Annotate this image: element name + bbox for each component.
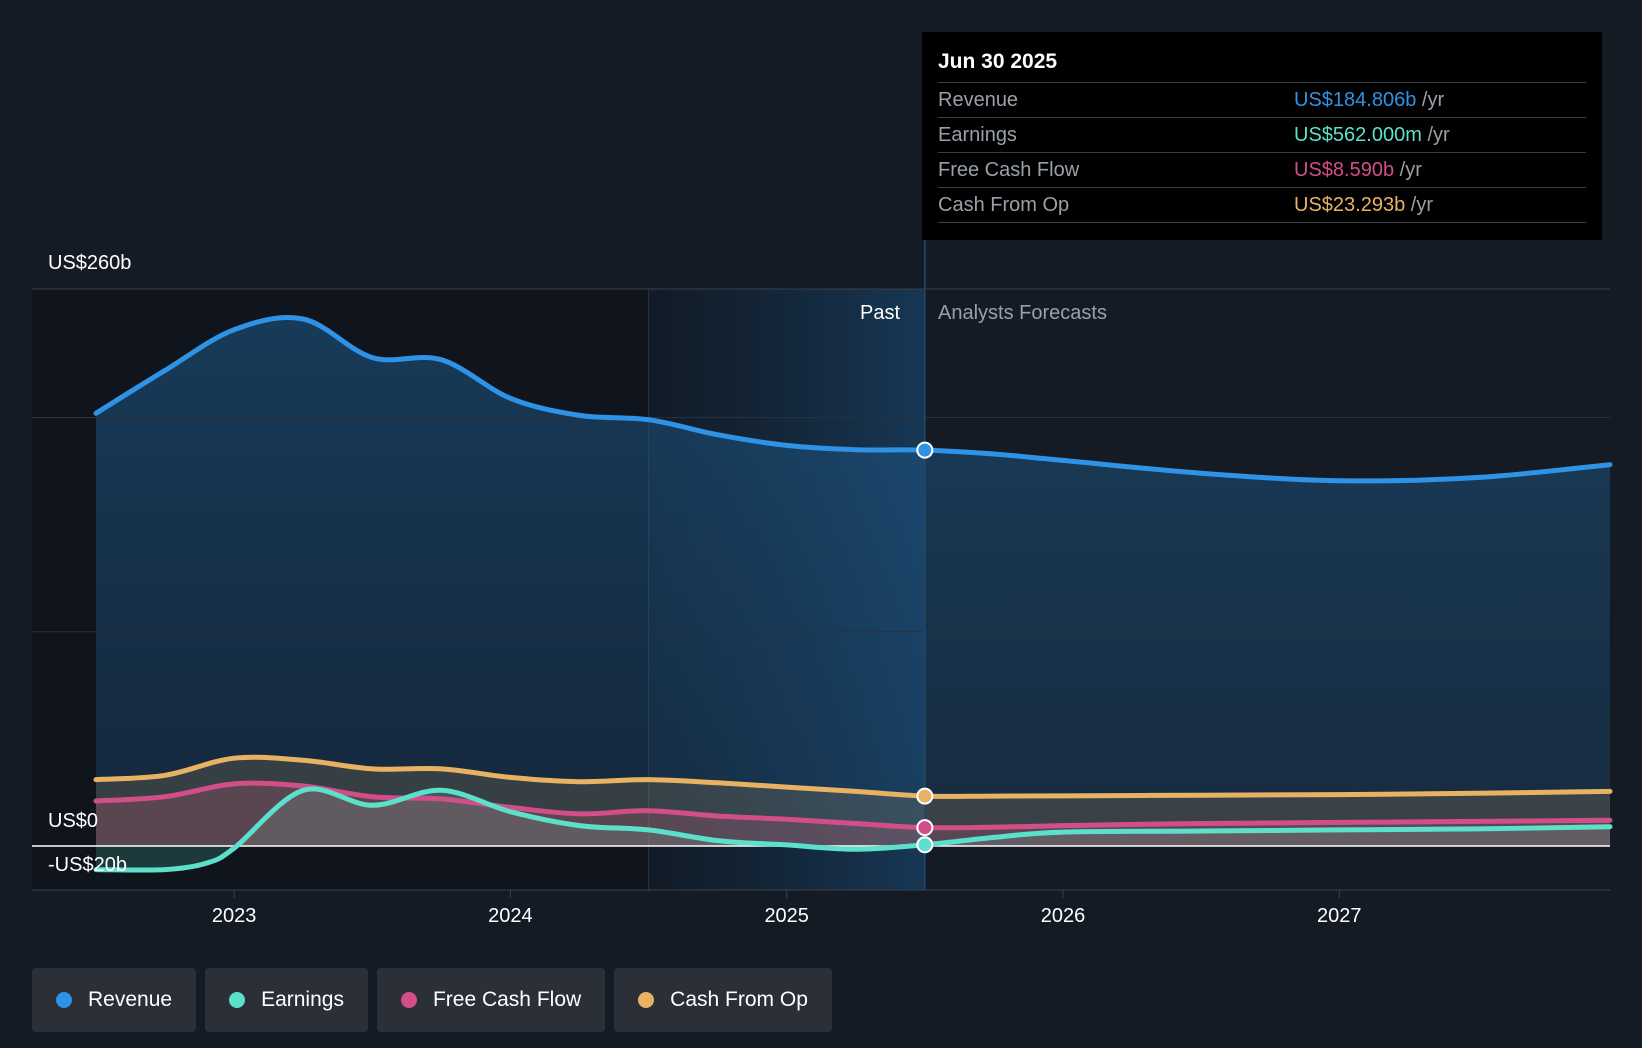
series-area-revenue <box>96 317 1610 846</box>
tooltip-unit: /yr <box>1427 124 1450 146</box>
data-point-marker <box>916 787 934 805</box>
legend-item-revenue[interactable]: Revenue <box>32 968 197 1032</box>
x-tick-label: 2026 <box>1041 905 1086 927</box>
x-tick-label: 2023 <box>212 905 257 927</box>
data-point-marker <box>916 819 934 837</box>
legend-dot-icon <box>56 992 72 1008</box>
tooltip-row-free-cash-flow: Free Cash Flow US$8.590b /yr <box>938 153 1586 188</box>
legend-label: Free Cash Flow <box>432 988 582 1011</box>
y-axis-min-label: -US$20b <box>48 854 127 876</box>
series-area-earnings <box>96 788 1610 871</box>
chart-legend: Revenue Earnings Free Cash Flow Cash Fro… <box>32 968 832 1032</box>
tooltip-value: US$23.293b <box>1294 194 1406 216</box>
tooltip-unit: /yr <box>1410 194 1433 216</box>
tooltip-row-cash-from-op: Cash From Op US$23.293b /yr <box>938 188 1586 223</box>
series-line-cash-from-op <box>93 754 1613 799</box>
tooltip-value: US$8.590b <box>1294 159 1395 181</box>
y-axis-zero-label: US$0 <box>48 810 99 832</box>
legend-item-earnings[interactable]: Earnings <box>205 968 368 1032</box>
chart-canvas: 2023 2024 2025 2026 2027 <box>32 240 1613 927</box>
tooltip-value: US$184.806b <box>1294 89 1417 111</box>
legend-dot-icon <box>229 992 246 1008</box>
tooltip-unit: /yr <box>1421 89 1445 111</box>
data-point-marker <box>916 441 934 459</box>
y-axis-top-label: US$260b <box>48 252 132 274</box>
tooltip-unit: /yr <box>1399 159 1422 181</box>
tooltip-date: Jun 30 2025 <box>938 46 1586 83</box>
tooltip-label: Cash From Op <box>938 194 1070 216</box>
x-tick-label: 2024 <box>488 905 533 927</box>
tooltip-label: Free Cash Flow <box>938 159 1080 181</box>
tooltip-value: US$562.000m <box>1294 124 1422 146</box>
x-tick-label: 2025 <box>764 905 809 927</box>
series-line-revenue <box>93 315 1613 484</box>
legend-label: Cash From Op <box>670 988 808 1011</box>
series-line-earnings <box>93 786 1613 873</box>
legend-label: Revenue <box>88 988 173 1011</box>
x-tick-label: 2027 <box>1317 905 1362 927</box>
legend-item-cash-from-op[interactable]: Cash From Op <box>614 968 832 1032</box>
past-label: Past <box>860 302 901 324</box>
legend-item-free-cash-flow[interactable]: Free Cash Flow <box>376 968 606 1032</box>
tooltip-label: Earnings <box>938 124 1017 146</box>
tooltip-panel: Jun 30 2025 Revenue US$184.806b /yr Earn… <box>922 32 1602 240</box>
tooltip-label: Revenue <box>938 89 1019 111</box>
legend-label: Earnings <box>261 988 344 1011</box>
tooltip-row-earnings: Earnings US$562.000m /yr <box>938 118 1586 153</box>
legend-dot-icon <box>638 992 655 1008</box>
data-point-marker <box>916 836 934 854</box>
forecast-label: Analysts Forecasts <box>938 302 1107 324</box>
tooltip-row-revenue: Revenue US$184.806b /yr <box>938 83 1586 118</box>
legend-dot-icon <box>400 992 417 1008</box>
